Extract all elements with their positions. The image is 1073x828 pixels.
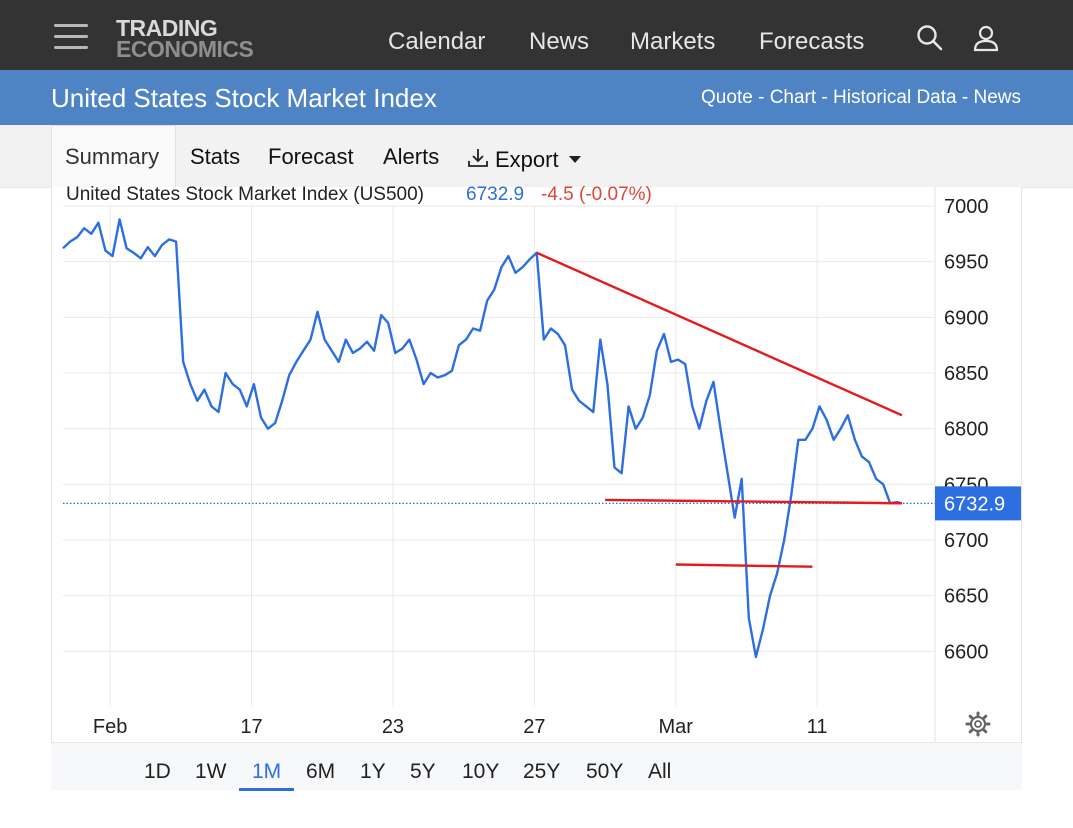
tab-stats[interactable]: Stats: [190, 144, 241, 169]
tab-forecast[interactable]: Forecast: [268, 144, 354, 169]
active-range-underline: [239, 788, 294, 791]
nav-markets[interactable]: Markets: [630, 28, 716, 55]
y-tick-label: 6700: [944, 530, 989, 552]
y-tick-label: 7000: [944, 196, 989, 218]
x-tick-label: 23: [382, 716, 404, 738]
search-icon[interactable]: [916, 24, 944, 57]
trendline: [675, 563, 813, 568]
quote-change: -4.5 (-0.07%): [541, 184, 652, 205]
chart-grid: [63, 187, 936, 742]
nav-calendar[interactable]: Calendar: [388, 28, 486, 55]
y-tick-label: 6600: [944, 641, 989, 663]
y-tick-label: 6800: [944, 419, 989, 441]
trading-economics-logo[interactable]: TRADING ECONOMICS: [116, 15, 254, 62]
range-5y[interactable]: 5Y: [410, 760, 436, 783]
series-line-us500: [62, 218, 903, 659]
link-news[interactable]: News: [973, 87, 1021, 108]
title-bar: United States Stock Market Index Quote -…: [0, 70, 1073, 125]
range-all[interactable]: All: [648, 760, 672, 783]
range-1m[interactable]: 1M: [252, 760, 282, 783]
last-price-badge: [935, 486, 1021, 521]
chart-card: [51, 187, 1022, 790]
range-25y[interactable]: 25Y: [523, 760, 561, 783]
export-label: Export: [495, 147, 559, 172]
quote-name: United States Stock Market Index (US500): [66, 184, 424, 205]
trendline: [536, 251, 903, 417]
x-tick-label: Feb: [93, 716, 127, 738]
range-50y[interactable]: 50Y: [586, 760, 624, 783]
x-axis: Feb 17 23 27 Mar 11: [93, 716, 828, 738]
tab-summary[interactable]: Summary: [65, 144, 160, 169]
x-tick-label: 17: [240, 716, 262, 738]
link-separator: -: [752, 87, 770, 108]
range-1y[interactable]: 1Y: [360, 760, 386, 783]
y-tick-label: 6650: [944, 586, 989, 608]
link-separator: -: [956, 87, 974, 108]
export-button[interactable]: Export: [467, 144, 581, 175]
user-icon[interactable]: [972, 24, 1000, 57]
logo-line-1: TRADING: [116, 15, 218, 41]
quick-links: Quote - Chart - Historical Data - News: [701, 87, 1021, 109]
range-6m[interactable]: 6M: [306, 760, 336, 783]
x-tick-label: Mar: [659, 716, 694, 738]
page-title: United States Stock Market Index: [51, 83, 437, 113]
caret-down-icon: [568, 144, 581, 170]
range-10y[interactable]: 10Y: [462, 760, 500, 783]
quote-price: 6732.9: [466, 184, 524, 205]
link-separator: -: [816, 87, 834, 108]
y-tick-label: 6850: [944, 363, 989, 385]
top-navigation-bar: TRADING ECONOMICS Calendar News Markets …: [0, 0, 1073, 70]
range-1w[interactable]: 1W: [195, 760, 227, 783]
nav-news[interactable]: News: [529, 28, 590, 55]
link-chart[interactable]: Chart: [769, 87, 817, 108]
last-price-label: 6732.9: [944, 493, 1005, 515]
link-historical-data[interactable]: Historical Data: [833, 87, 957, 108]
trendlines: [536, 251, 903, 568]
settings-gear-icon[interactable]: [965, 711, 991, 737]
logo-line-2: ECONOMICS: [116, 36, 254, 62]
nav-forecasts[interactable]: Forecasts: [759, 28, 865, 55]
tab-alerts[interactable]: Alerts: [383, 144, 440, 169]
x-tick-label: 27: [523, 716, 545, 738]
download-icon: [467, 147, 489, 175]
trendline: [605, 498, 903, 505]
range-1d[interactable]: 1D: [144, 760, 171, 783]
y-tick-label: 6950: [944, 252, 989, 274]
y-tick-label: 6900: [944, 307, 989, 329]
menu-icon[interactable]: [54, 24, 88, 50]
x-tick-label: 11: [807, 716, 828, 738]
link-quote[interactable]: Quote: [701, 87, 753, 108]
range-selector: [51, 742, 1022, 790]
tab-summary-background: [51, 125, 176, 189]
